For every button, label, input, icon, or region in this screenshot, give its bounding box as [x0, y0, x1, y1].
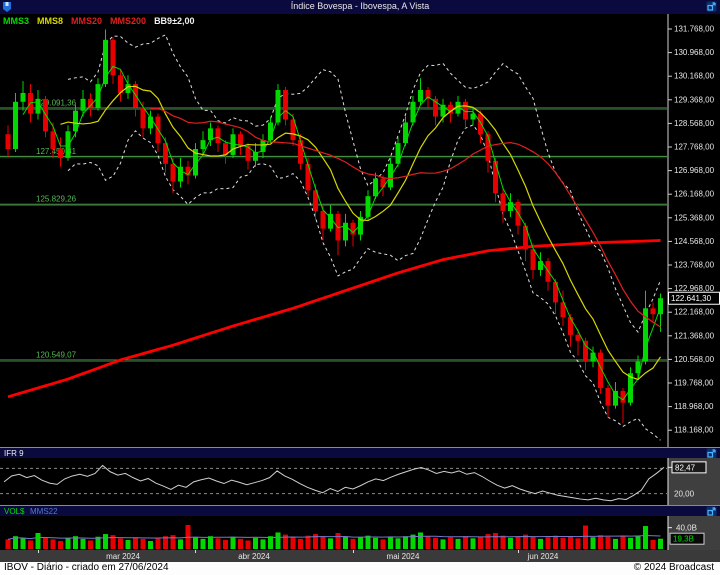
month-label: jun 2024	[527, 552, 559, 561]
svg-text:82,47: 82,47	[675, 463, 696, 472]
detach-volume-icon[interactable]	[706, 506, 717, 517]
volume-mms22-line	[7, 535, 661, 540]
legend-item-mms20: MMS20	[71, 16, 103, 26]
month-label: mar 2024	[106, 552, 140, 561]
detach-window-icon[interactable]	[706, 1, 717, 12]
legend-item-mms200: MMS200	[110, 16, 147, 26]
svg-text:118.968,00: 118.968,00	[674, 402, 714, 411]
indicator-legend: MMS3 MMS8 MMS20 MMS200 BB9±2,00	[3, 16, 203, 26]
svg-text:126.168,00: 126.168,00	[674, 190, 715, 199]
svg-text:119.768,00: 119.768,00	[674, 379, 714, 388]
svg-text:122.641,30: 122.641,30	[671, 294, 712, 303]
app-icon	[3, 2, 11, 12]
svg-text:19,3B: 19,3B	[673, 535, 694, 544]
legend-item-bb9200: BB9±2,00	[154, 16, 195, 26]
svg-text:122.968,00: 122.968,00	[674, 284, 715, 293]
svg-text:131.768,00: 131.768,00	[674, 25, 715, 34]
volume-bars	[5, 525, 663, 549]
ifr-chart[interactable]: 82,47 20,00	[0, 458, 720, 505]
volume-chart[interactable]: 40,0B 19,3B	[0, 516, 720, 550]
svg-text:20,00: 20,00	[674, 490, 695, 499]
month-label: mai 2024	[386, 552, 420, 561]
month-tick	[353, 550, 354, 553]
svg-text:124.568,00: 124.568,00	[674, 237, 715, 246]
svg-text:129.091,36: 129.091,36	[36, 98, 77, 107]
month-tick	[518, 550, 519, 553]
title-bar: Índice Bovespa - Ibovespa, A Vista	[0, 0, 720, 14]
support-resistance-lines: 129.091,36 127.450,31 125.829,26 120.549,07	[0, 98, 667, 362]
svg-text:121.368,00: 121.368,00	[674, 331, 715, 340]
price-axis: 131.768,00 130.968,00 130.168,00 129.368,00…	[667, 14, 720, 448]
month-label: abr 2024	[238, 552, 270, 561]
status-bar: IBOV - Diário - criado em 27/06/2024 © 2…	[0, 562, 720, 575]
svg-text:125.368,00: 125.368,00	[674, 213, 715, 222]
bollinger-bands	[67, 34, 661, 441]
price-chart[interactable]: 129.091,36 127.450,31 125.829,26 120.549,07…	[0, 14, 720, 448]
legend-item-mms8: MMS8	[37, 16, 64, 26]
volume-axis: 40,0B 19,3B	[667, 516, 720, 550]
volume-ma-label: MMS22	[30, 507, 58, 516]
window-title: Índice Bovespa - Ibovespa, A Vista	[290, 1, 430, 11]
svg-text:126.968,00: 126.968,00	[674, 166, 715, 175]
svg-text:128.568,00: 128.568,00	[674, 119, 715, 128]
current-price-box: 122.641,30	[668, 291, 720, 305]
time-axis: mar 2024 abr 2024 mai 2024 jun 2024	[0, 550, 720, 562]
month-tick	[195, 550, 196, 553]
svg-text:127.768,00: 127.768,00	[674, 143, 715, 152]
svg-text:129.368,00: 129.368,00	[674, 95, 715, 104]
volume-panel-header: VOL$ MMS22	[0, 505, 720, 517]
detach-ifr-icon[interactable]	[706, 448, 717, 459]
svg-text:120.549,07: 120.549,07	[36, 350, 77, 359]
svg-text:120.568,00: 120.568,00	[674, 355, 715, 364]
candles	[5, 29, 663, 424]
svg-text:40,0B: 40,0B	[676, 524, 697, 533]
ifr-panel-header: IFR 9	[0, 447, 720, 459]
svg-text:130.968,00: 130.968,00	[674, 48, 715, 57]
mms3-line	[22, 65, 661, 401]
svg-text:122.168,00: 122.168,00	[674, 308, 715, 317]
chart-description: IBOV - Diário - criado em 27/06/2024	[4, 562, 169, 573]
ifr-axis: 82,47 20,00	[667, 458, 720, 505]
copyright: © 2024 Broadcast	[633, 562, 714, 573]
svg-text:127.450,31: 127.450,31	[36, 147, 77, 156]
mms8-line	[60, 85, 661, 381]
mms200-line	[7, 239, 661, 399]
ifr-line	[3, 464, 665, 502]
svg-text:123.768,00: 123.768,00	[674, 261, 715, 270]
svg-text:118.168,00: 118.168,00	[674, 426, 714, 435]
svg-text:125.829,26: 125.829,26	[36, 195, 77, 204]
legend-item-mms3: MMS3	[3, 16, 30, 26]
svg-text:130.168,00: 130.168,00	[674, 72, 715, 81]
month-tick	[38, 550, 39, 553]
volume-title: VOL$	[4, 507, 25, 516]
mms20-line	[150, 107, 661, 328]
ifr-title: IFR 9	[4, 449, 24, 458]
